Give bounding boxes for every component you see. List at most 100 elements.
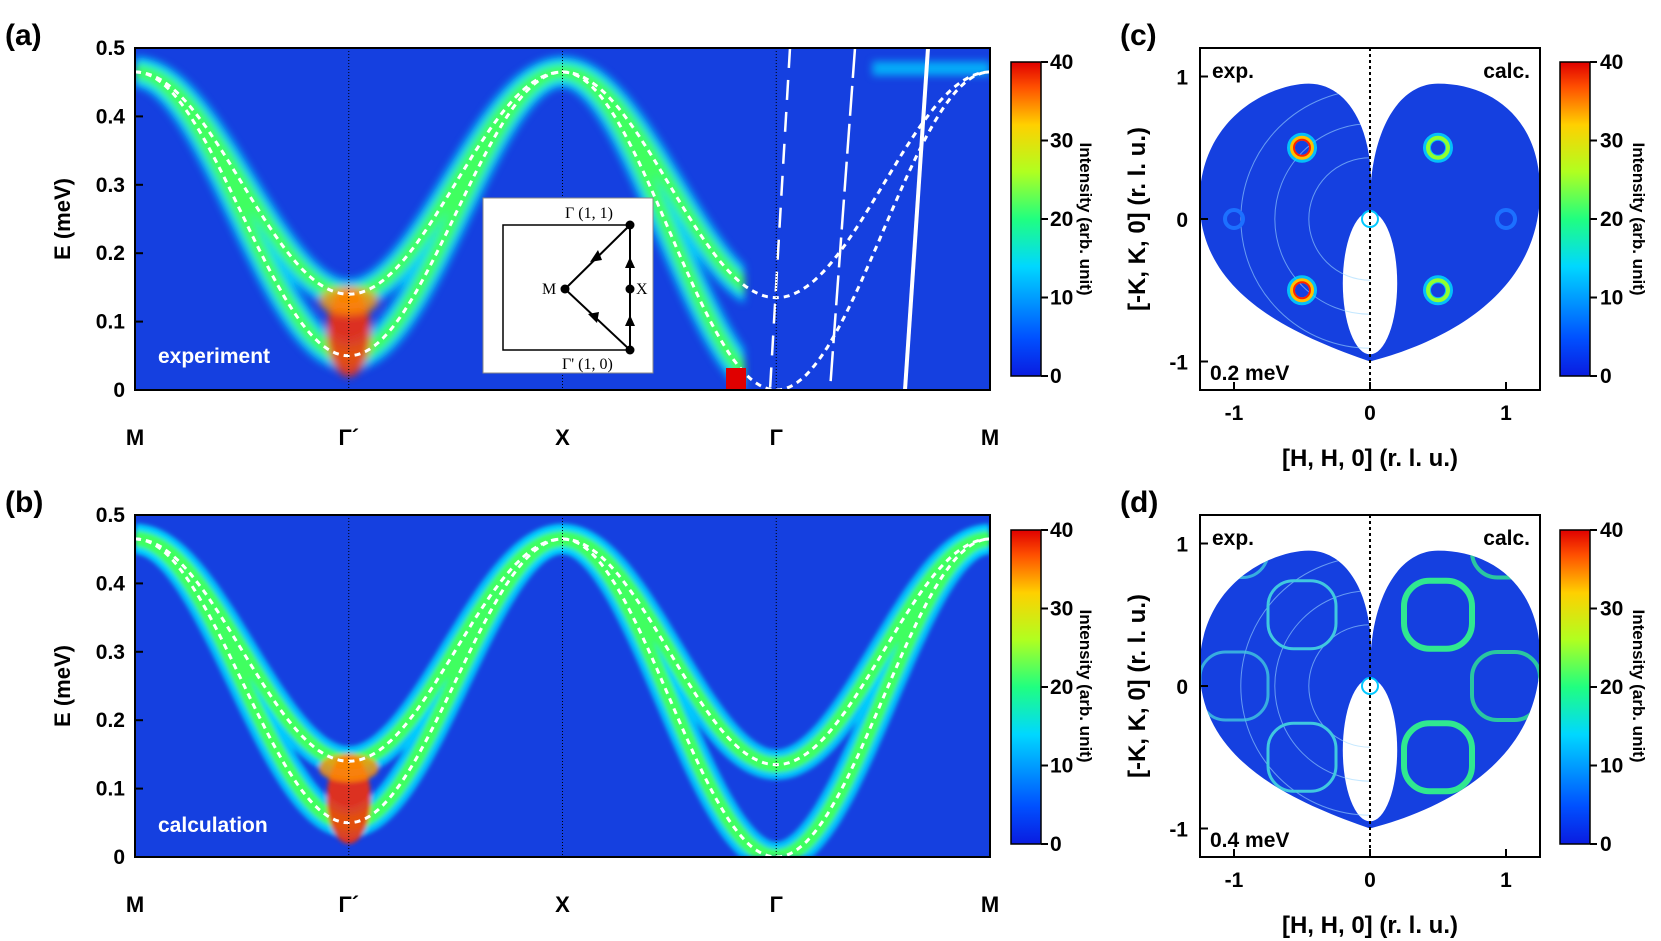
spot-faint: [1223, 208, 1245, 230]
spot-ring: [1290, 135, 1314, 160]
y-tick-label: 0.2: [96, 709, 125, 732]
x-tick-label: 0: [1364, 402, 1376, 425]
colorbar-b-label: Intensity (arb. unit): [1076, 610, 1095, 763]
panel-c-ylabel: [-K, K, 0] (r. l. u.): [1124, 127, 1151, 311]
colorbar-tick-label: 10: [1600, 287, 1623, 310]
x-tick-label: Γ´: [338, 425, 359, 450]
powder-ring: [1308, 157, 1371, 281]
panel-d-ylabel: [-K, K, 0] (r. l. u.): [1124, 594, 1151, 778]
inset-bz-edge: [502, 224, 630, 351]
colorbar-tick-label: 0: [1600, 365, 1612, 388]
spot-core: [1293, 281, 1311, 300]
colorbar-tick-label: 20: [1050, 676, 1073, 699]
colorbar-tick-label: 30: [1050, 598, 1073, 621]
y-tick-label: 0: [1176, 676, 1188, 699]
y-tick-label: 0.1: [96, 311, 126, 334]
inset-label-m: M: [542, 281, 556, 298]
inset-label-gamma: Γ (1, 1): [565, 205, 613, 222]
inset-arrow-up-1: [625, 257, 635, 268]
colorbar-tick-label: 20: [1050, 208, 1073, 231]
inset-label-gamma-prime: Γ' (1, 0): [562, 356, 613, 373]
x-tick-label: M: [981, 425, 999, 450]
inset-arrow-up-2: [625, 315, 635, 326]
colorbar-a: [1010, 61, 1042, 377]
x-tick-label: X: [555, 425, 570, 450]
constant-energy-ring: [1470, 550, 1540, 580]
colorbar-b: [1010, 529, 1042, 845]
powder-ring: [1240, 556, 1371, 816]
inset-point-gamma-prime: [625, 345, 635, 355]
colorbar-tick-label: 40: [1050, 519, 1073, 542]
panel-a-letter: (a): [5, 19, 42, 52]
panel-c-xlabel: [H, H, 0] (r. l. u.): [1282, 445, 1458, 472]
y-tick-label: 0.4: [96, 105, 126, 128]
x-tick-label: -1: [1225, 402, 1244, 425]
inset-label-x: X: [636, 281, 648, 298]
gamma-hotspot: [726, 368, 746, 390]
panel-c-energy-label: 0.2 meV: [1210, 362, 1289, 385]
panel-b-ylabel: E (meV): [50, 645, 75, 727]
panel-a-frame: [134, 47, 991, 391]
dispersion-lower-curve: [135, 70, 990, 390]
panel-a-experiment-label: experiment: [158, 345, 270, 368]
inset-point-gamma: [625, 220, 635, 230]
artifact-line-2: [828, 48, 857, 390]
inset-arrow-1: [590, 250, 602, 262]
y-tick-label: 1: [1176, 67, 1188, 90]
y-tick-label: 0.2: [96, 242, 125, 265]
x-tick-label: 1: [1500, 402, 1512, 425]
constant-energy-ring: [1401, 720, 1475, 795]
constant-energy-ring: [1470, 650, 1540, 722]
inset-arrow-2: [588, 312, 599, 323]
panel-c-letter: (c): [1120, 19, 1157, 52]
artifact-line-1: [768, 48, 792, 390]
y-tick-label: 0: [113, 846, 125, 869]
colorbar-tick-label: 0: [1050, 833, 1062, 856]
x-tick-label: Γ: [770, 425, 783, 450]
spot-ring: [1426, 135, 1450, 160]
panel-d-energy-label: 0.4 meV: [1210, 829, 1289, 852]
x-tick-label: M: [126, 892, 144, 917]
panel-b-heat: [135, 523, 990, 857]
y-tick-label: 0.3: [96, 641, 125, 664]
panel-c-calc-label: calc.: [1483, 60, 1530, 83]
inset-point-x: [625, 284, 635, 294]
constant-energy-ring: [1266, 721, 1338, 793]
y-tick-label: 0.1: [96, 778, 126, 801]
colorbar-tick-label: 10: [1050, 755, 1073, 778]
colorbar-tick-label: 30: [1600, 598, 1623, 621]
panel-c-energy-box: [1202, 356, 1300, 388]
x-tick-label: 0: [1364, 869, 1376, 892]
powder-rings: [1240, 89, 1371, 349]
powder-ring: [1240, 89, 1371, 349]
hotspot-gamma-prime-upper: [318, 287, 379, 316]
x-tick-label: 1: [1500, 869, 1512, 892]
panel-d: (d) exp. calc. 0.4 meV -1 0 1 -1 0 1 [H, H, 0…: [1120, 486, 1648, 939]
y-tick-label: 0: [113, 379, 125, 402]
colorbar-tick-label: 30: [1050, 130, 1073, 153]
colorbar-tick-label: 40: [1600, 519, 1623, 542]
y-tick-label: -1: [1169, 352, 1188, 375]
colorbar-tick-label: 20: [1600, 208, 1623, 231]
y-tick-label: 0: [1176, 209, 1188, 232]
panel-c: (c) exp. calc. 0.2 meV -1 0 1 -1 0 1 [H, H, 0…: [1120, 19, 1648, 472]
panel-d-calc-label: calc.: [1483, 527, 1530, 550]
spot-core: [1293, 138, 1311, 157]
panel-a-heat: [135, 48, 990, 390]
artifact-line-3: [903, 48, 930, 390]
colorbar-c: [1559, 61, 1591, 377]
powder-ring: [1274, 123, 1371, 315]
spot-ring: [1426, 278, 1450, 303]
panel-d-xlabel: [H, H, 0] (r. l. u.): [1282, 912, 1458, 939]
colorbar-d: [1559, 529, 1591, 845]
powder-ring: [1274, 590, 1371, 782]
colorbar-tick-label: 30: [1600, 130, 1623, 153]
y-tick-label: 0.3: [96, 174, 125, 197]
colorbar-d-label: Intensity (arb. unit): [1629, 610, 1648, 763]
colorbar-tick-label: 10: [1600, 755, 1623, 778]
x-tick-label: M: [981, 892, 999, 917]
x-tick-label: X: [555, 892, 570, 917]
y-tick-label: 0.5: [96, 37, 126, 60]
panel-a: (a) 0 0.1 0.2 0.3 0.4 0.5 M Γ´ X Γ M E (meV) expe…: [5, 19, 1095, 450]
colorbar-tick-label: 0: [1050, 365, 1062, 388]
